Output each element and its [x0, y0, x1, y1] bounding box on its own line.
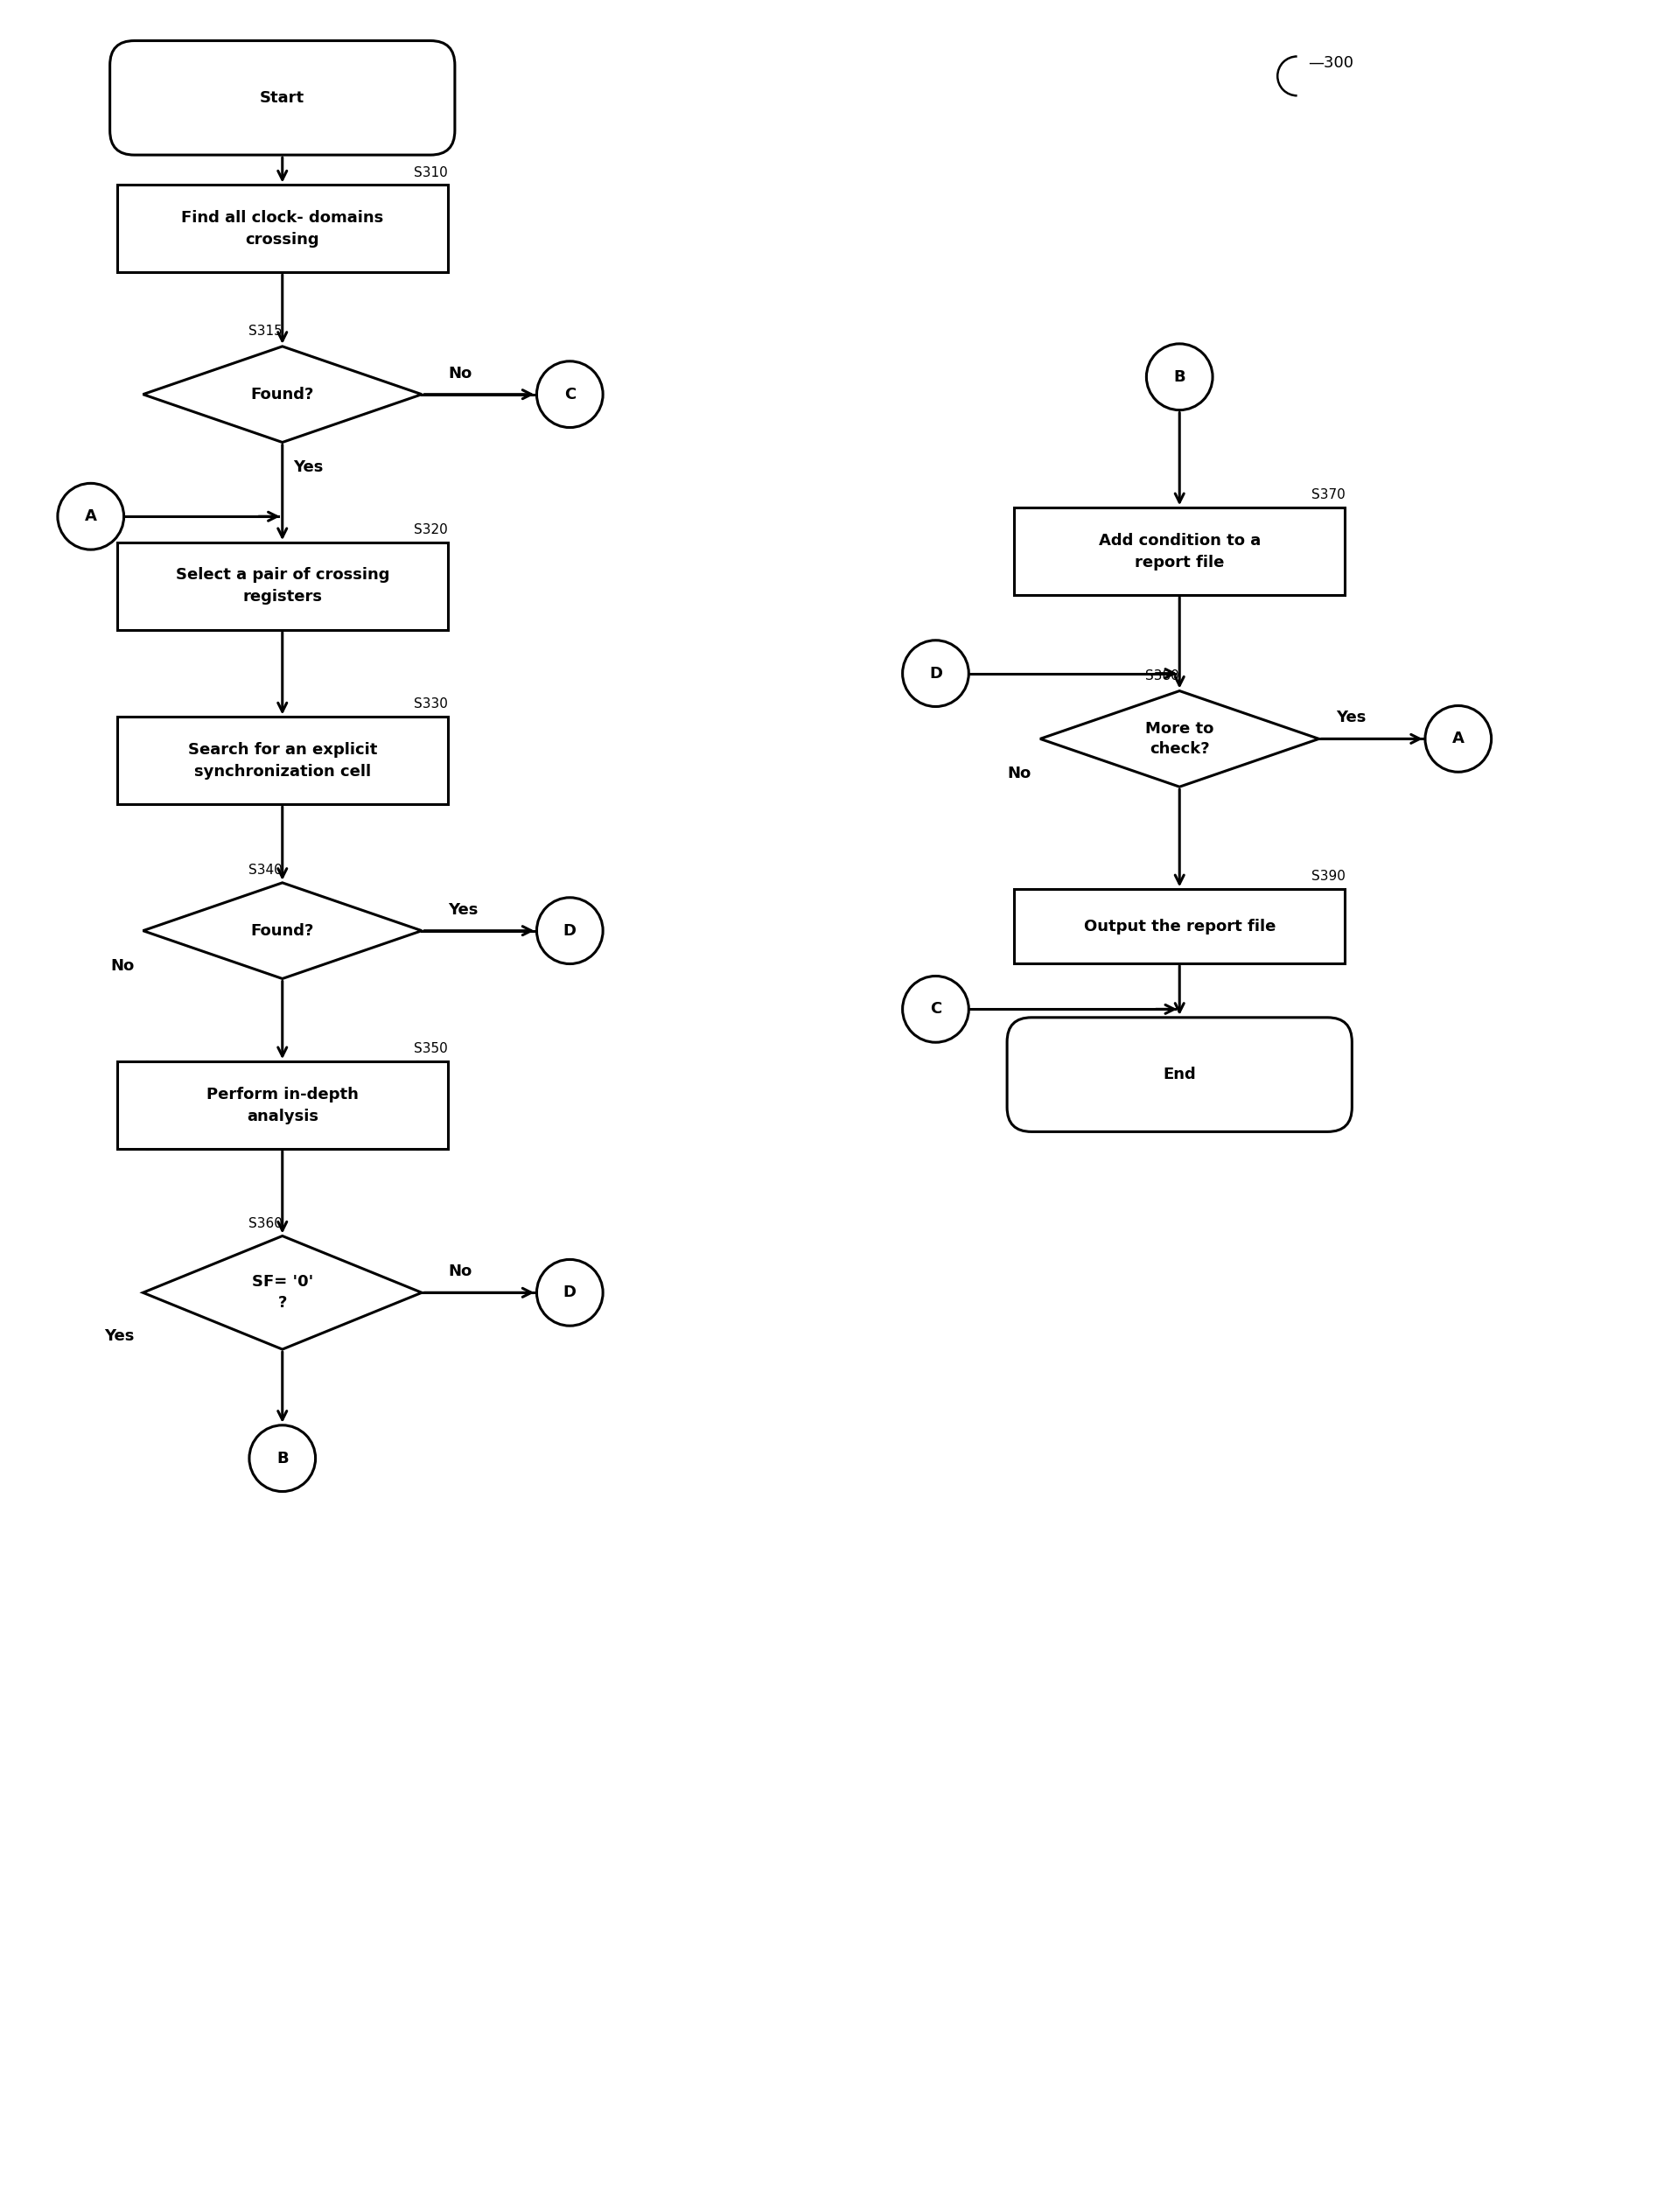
Text: A: A: [85, 509, 96, 524]
Text: S380: S380: [1145, 668, 1180, 681]
Text: C: C: [930, 1002, 941, 1018]
Bar: [118, 1062, 447, 1148]
Text: D: D: [563, 922, 577, 938]
Text: B: B: [1173, 369, 1185, 385]
Text: S315: S315: [249, 325, 282, 338]
Text: S390: S390: [1311, 869, 1345, 883]
Text: S360: S360: [249, 1217, 282, 1230]
Circle shape: [249, 1425, 315, 1491]
Polygon shape: [143, 347, 423, 442]
Text: Find all clock- domains
crossing: Find all clock- domains crossing: [181, 210, 383, 248]
Circle shape: [1425, 706, 1491, 772]
Text: S370: S370: [1311, 489, 1345, 502]
Circle shape: [903, 975, 969, 1042]
Bar: [118, 717, 447, 805]
Text: S350: S350: [414, 1042, 447, 1055]
Circle shape: [58, 482, 124, 549]
Bar: [118, 542, 447, 630]
Text: Yes: Yes: [1336, 710, 1367, 726]
Circle shape: [1147, 343, 1213, 409]
Text: B: B: [277, 1451, 288, 1467]
Text: Perform in-depth
analysis: Perform in-depth analysis: [207, 1086, 358, 1124]
FancyBboxPatch shape: [1007, 1018, 1352, 1133]
Polygon shape: [1041, 690, 1319, 787]
Text: S340: S340: [249, 863, 282, 876]
FancyBboxPatch shape: [109, 40, 454, 155]
Text: A: A: [1452, 730, 1465, 748]
Circle shape: [903, 639, 969, 706]
Text: Select a pair of crossing
registers: Select a pair of crossing registers: [176, 568, 389, 606]
Text: Found?: Found?: [250, 922, 315, 938]
Text: Yes: Yes: [293, 460, 323, 476]
Text: Search for an explicit
synchronization cell: Search for an explicit synchronization c…: [187, 741, 378, 779]
Text: Yes: Yes: [447, 902, 477, 918]
Text: S320: S320: [414, 524, 447, 538]
Circle shape: [537, 361, 603, 427]
Text: Found?: Found?: [250, 387, 315, 403]
Text: SF= '0'
?: SF= '0' ?: [252, 1274, 313, 1312]
Text: —300: —300: [1309, 55, 1354, 71]
Polygon shape: [143, 883, 423, 978]
Text: Add condition to a
report file: Add condition to a report file: [1099, 533, 1261, 571]
Text: No: No: [447, 365, 472, 380]
Text: C: C: [563, 387, 575, 403]
Text: End: End: [1163, 1066, 1196, 1082]
Bar: [118, 186, 447, 272]
Bar: [1014, 889, 1345, 964]
Polygon shape: [143, 1237, 423, 1349]
Circle shape: [537, 1259, 603, 1325]
Text: Start: Start: [260, 91, 305, 106]
Text: S330: S330: [414, 697, 447, 710]
Bar: [1014, 509, 1345, 595]
Text: D: D: [930, 666, 943, 681]
Circle shape: [537, 898, 603, 964]
Text: S310: S310: [414, 166, 447, 179]
Text: Output the report file: Output the report file: [1084, 918, 1276, 933]
Text: More to
check?: More to check?: [1145, 721, 1215, 757]
Text: D: D: [563, 1285, 577, 1301]
Text: Yes: Yes: [104, 1329, 134, 1345]
Text: No: No: [1007, 765, 1031, 781]
Text: No: No: [447, 1263, 472, 1279]
Text: No: No: [111, 958, 134, 973]
